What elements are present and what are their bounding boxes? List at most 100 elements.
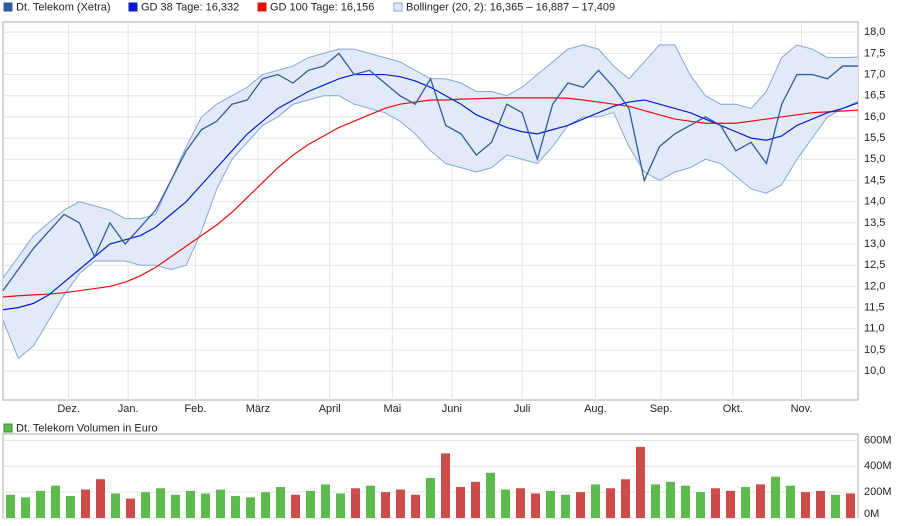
volume-bar bbox=[636, 446, 645, 518]
volume-bar bbox=[321, 484, 330, 518]
volume-bar bbox=[531, 493, 540, 518]
volume-bar bbox=[21, 497, 30, 518]
volume-bar bbox=[66, 496, 75, 518]
volume-bar bbox=[366, 485, 375, 518]
y-tick-label: 13,0 bbox=[864, 238, 885, 250]
volume-bar bbox=[561, 494, 570, 518]
y-tick-label: 11,0 bbox=[864, 323, 885, 335]
volume-bar bbox=[336, 493, 345, 518]
volume-bar bbox=[831, 494, 840, 518]
legend-label: Bollinger (20, 2): 16,365 – 16,887 – 17,… bbox=[406, 1, 615, 13]
volume-bar bbox=[396, 489, 405, 518]
volume-bar bbox=[306, 490, 315, 518]
volume-bar bbox=[231, 496, 240, 518]
x-tick-label: Jan. bbox=[118, 403, 139, 415]
x-tick-label: Feb. bbox=[184, 403, 206, 415]
y-tick-label: 15,5 bbox=[864, 132, 885, 144]
x-tick-label: Okt. bbox=[723, 403, 743, 415]
volume-bar bbox=[501, 489, 510, 518]
y-tick-label: 10,5 bbox=[864, 344, 885, 356]
volume-bar bbox=[186, 490, 195, 518]
x-tick-label: April bbox=[319, 403, 341, 415]
bollinger-lower bbox=[2, 95, 859, 360]
volume-bar bbox=[51, 485, 60, 518]
legend-swatch bbox=[257, 2, 267, 12]
y-tick-label: 10,0 bbox=[864, 365, 885, 377]
volume-bar bbox=[291, 494, 300, 518]
volume-bar bbox=[711, 488, 720, 518]
volume-bar bbox=[351, 488, 360, 518]
y-tick-label: 0M bbox=[864, 508, 879, 520]
volume-bar bbox=[426, 477, 435, 518]
legend-swatch bbox=[3, 2, 13, 12]
legend-swatch bbox=[3, 423, 13, 433]
y-tick-label: 17,5 bbox=[864, 47, 885, 59]
volume-bar bbox=[696, 492, 705, 518]
volume-bar bbox=[546, 490, 555, 518]
volume-bar bbox=[651, 484, 660, 518]
volume-bar bbox=[816, 490, 825, 518]
y-tick-label: 14,0 bbox=[864, 196, 885, 208]
volume-bar bbox=[171, 494, 180, 518]
volume-bar bbox=[666, 481, 675, 518]
volume-bar bbox=[111, 493, 120, 518]
series-line bbox=[2, 52, 858, 292]
y-tick-label: 13,5 bbox=[864, 217, 885, 229]
legend-swatch bbox=[128, 2, 138, 12]
y-tick-label: 200M bbox=[864, 486, 892, 498]
x-tick-label: Nov. bbox=[791, 403, 813, 415]
volume-bar bbox=[471, 481, 480, 518]
volume-bar bbox=[621, 479, 630, 518]
volume-bar bbox=[846, 493, 855, 518]
volume-bar bbox=[411, 494, 420, 518]
volume-bar bbox=[771, 476, 780, 518]
volume-bar bbox=[261, 492, 270, 518]
volume-bar bbox=[786, 485, 795, 518]
y-tick-label: 16,0 bbox=[864, 111, 885, 123]
volume-bar bbox=[801, 492, 810, 518]
y-tick-label: 16,5 bbox=[864, 90, 885, 102]
x-tick-label: Juli bbox=[514, 403, 531, 415]
volume-bar bbox=[441, 453, 450, 518]
volume-bar bbox=[456, 486, 465, 518]
y-tick-label: 600M bbox=[864, 434, 892, 446]
volume-bar bbox=[486, 472, 495, 518]
volume-bar bbox=[36, 490, 45, 518]
x-tick-label: Aug. bbox=[584, 403, 607, 415]
volume-bar bbox=[96, 479, 105, 518]
legend-label: GD 38 Tage: 16,332 bbox=[141, 1, 239, 13]
volume-bar bbox=[276, 486, 285, 518]
y-tick-label: 14,5 bbox=[864, 174, 885, 186]
volume-bar bbox=[126, 498, 135, 518]
volume-bar bbox=[756, 484, 765, 518]
x-tick-label: Sep. bbox=[650, 403, 673, 415]
volume-bar bbox=[726, 490, 735, 518]
y-tick-label: 400M bbox=[864, 460, 892, 472]
bollinger-band bbox=[3, 44, 858, 359]
y-tick-label: 12,0 bbox=[864, 280, 885, 292]
volume-bar bbox=[741, 486, 750, 518]
volume-bar bbox=[681, 485, 690, 518]
x-tick-label: Mai bbox=[383, 403, 401, 415]
volume-bar bbox=[576, 492, 585, 518]
x-tick-label: Juni bbox=[442, 403, 462, 415]
x-tick-label: Dez. bbox=[57, 403, 80, 415]
y-tick-label: 11,5 bbox=[864, 302, 885, 314]
volume-bar bbox=[381, 492, 390, 518]
volume-bar bbox=[156, 488, 165, 518]
y-tick-label: 12,5 bbox=[864, 259, 885, 271]
x-tick-label: März bbox=[246, 403, 270, 415]
y-tick-label: 17,0 bbox=[864, 68, 885, 80]
volume-bar bbox=[81, 489, 90, 518]
volume-bar bbox=[216, 489, 225, 518]
y-tick-label: 18,0 bbox=[864, 26, 885, 38]
legend-swatch bbox=[393, 2, 403, 12]
legend-label: Dt. Telekom (Xetra) bbox=[16, 1, 111, 13]
legend-label: GD 100 Tage: 16,156 bbox=[270, 1, 374, 13]
volume-bar bbox=[516, 488, 525, 518]
volume-bar bbox=[6, 494, 15, 518]
volume-bar bbox=[201, 493, 210, 518]
volume-bar bbox=[141, 492, 150, 518]
volume-bar bbox=[606, 488, 615, 518]
